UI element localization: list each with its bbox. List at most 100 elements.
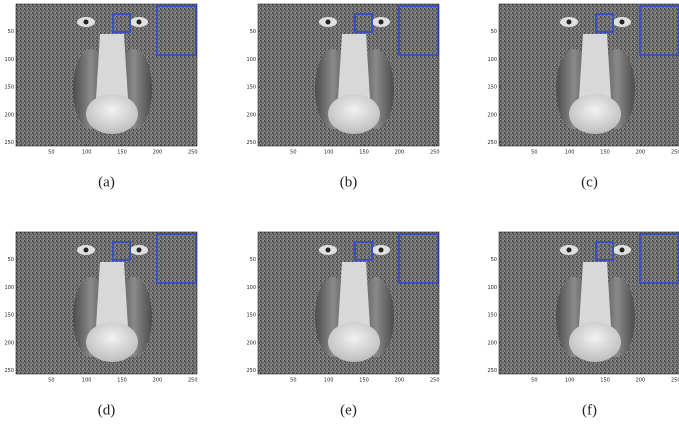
y-tick-label: 100 — [246, 57, 256, 63]
left-pupil — [567, 248, 572, 253]
y-tick-label: 100 — [487, 285, 497, 291]
y-tick-label: 200 — [246, 112, 256, 118]
y-tick-label: 250 — [487, 368, 497, 374]
caption: (a) — [98, 174, 115, 190]
x-tick-label: 200 — [153, 150, 163, 156]
y-tick-label: 200 — [246, 340, 256, 346]
caption: (f) — [582, 402, 597, 418]
x-tick-label: 150 — [600, 150, 610, 156]
right-pupil — [379, 248, 384, 253]
muzzle — [86, 94, 138, 134]
y-tick-label: 150 — [4, 85, 14, 91]
panel: 50 100 150 200 250 50 100 150 200 250 (b) — [246, 4, 439, 190]
right-pupil — [137, 248, 142, 253]
x-tick-label: 250 — [188, 150, 198, 156]
y-tick-label: 200 — [4, 340, 14, 346]
mandrill-image — [499, 232, 679, 374]
x-tick-label: 50 — [531, 150, 537, 156]
y-tick-label: 200 — [487, 340, 497, 346]
x-tick-label: 200 — [395, 150, 405, 156]
x-tick-label: 150 — [359, 150, 369, 156]
muzzle — [328, 94, 380, 134]
muzzle — [86, 322, 138, 362]
x-tick-label: 100 — [565, 150, 575, 156]
y-tick-label: 50 — [250, 29, 256, 35]
muzzle — [569, 94, 621, 134]
left-pupil — [326, 248, 331, 253]
mandrill-image — [499, 4, 679, 146]
y-tick-label: 250 — [4, 140, 14, 146]
right-pupil — [379, 20, 384, 25]
left-pupil — [567, 20, 572, 25]
y-tick-label: 250 — [246, 140, 256, 146]
x-tick-label: 150 — [359, 378, 369, 384]
x-tick-label: 150 — [117, 150, 127, 156]
x-tick-label: 50 — [48, 378, 54, 384]
right-pupil — [137, 20, 142, 25]
panel: 50 100 150 200 250 50 100 150 200 250 (c) — [487, 4, 679, 190]
left-pupil — [84, 20, 89, 25]
x-tick-label: 250 — [188, 378, 198, 384]
x-tick-label: 50 — [48, 150, 54, 156]
y-tick-label: 250 — [4, 368, 14, 374]
x-tick-label: 200 — [636, 150, 646, 156]
x-tick-label: 100 — [565, 378, 575, 384]
x-tick-label: 250 — [671, 378, 679, 384]
y-tick-label: 50 — [8, 257, 14, 263]
nose-ridge — [338, 34, 370, 99]
y-tick-label: 150 — [487, 313, 497, 319]
mandrill-image — [258, 232, 439, 374]
y-tick-label: 150 — [4, 313, 14, 319]
x-tick-label: 250 — [430, 150, 440, 156]
y-tick-label: 250 — [487, 140, 497, 146]
y-tick-label: 100 — [246, 285, 256, 291]
muzzle — [569, 322, 621, 362]
y-tick-label: 200 — [487, 112, 497, 118]
x-tick-label: 50 — [290, 150, 296, 156]
panel: 50 100 150 200 250 50 100 150 200 250 (d) — [4, 232, 197, 418]
left-pupil — [84, 248, 89, 253]
x-tick-label: 200 — [153, 378, 163, 384]
caption: (c) — [581, 174, 598, 190]
mandrill-image — [258, 4, 439, 146]
x-tick-label: 100 — [82, 150, 92, 156]
y-tick-label: 50 — [8, 29, 14, 35]
caption: (e) — [340, 402, 357, 418]
nose-ridge — [338, 262, 370, 327]
y-tick-label: 200 — [4, 112, 14, 118]
x-tick-label: 150 — [117, 378, 127, 384]
y-tick-label: 100 — [4, 285, 14, 291]
x-tick-label: 100 — [324, 378, 334, 384]
x-tick-label: 100 — [324, 150, 334, 156]
mandrill-image — [16, 232, 197, 374]
figure: 50 100 150 200 250 50 100 150 200 250 (a) 50 100 150 2… — [0, 0, 679, 428]
y-tick-label: 100 — [4, 57, 14, 63]
nose-ridge — [96, 34, 128, 99]
right-pupil — [620, 248, 625, 253]
x-tick-label: 50 — [531, 378, 537, 384]
x-tick-label: 50 — [290, 378, 296, 384]
y-tick-label: 50 — [250, 257, 256, 263]
y-tick-label: 50 — [491, 257, 497, 263]
muzzle — [328, 322, 380, 362]
x-tick-label: 200 — [636, 378, 646, 384]
y-tick-label: 150 — [246, 85, 256, 91]
y-tick-label: 250 — [246, 368, 256, 374]
caption: (d) — [98, 402, 116, 418]
y-tick-label: 100 — [487, 57, 497, 63]
x-tick-label: 150 — [600, 378, 610, 384]
left-pupil — [326, 20, 331, 25]
x-tick-label: 250 — [430, 378, 440, 384]
x-tick-label: 100 — [82, 378, 92, 384]
nose-ridge — [579, 34, 611, 99]
nose-ridge — [579, 262, 611, 327]
y-tick-label: 50 — [491, 29, 497, 35]
panel: 50 100 150 200 250 50 100 150 200 250 (f) — [487, 232, 679, 418]
y-tick-label: 150 — [487, 85, 497, 91]
y-tick-label: 150 — [246, 313, 256, 319]
panel: 50 100 150 200 250 50 100 150 200 250 (a) — [4, 4, 197, 190]
caption: (b) — [340, 174, 358, 190]
nose-ridge — [96, 262, 128, 327]
x-tick-label: 250 — [671, 150, 679, 156]
